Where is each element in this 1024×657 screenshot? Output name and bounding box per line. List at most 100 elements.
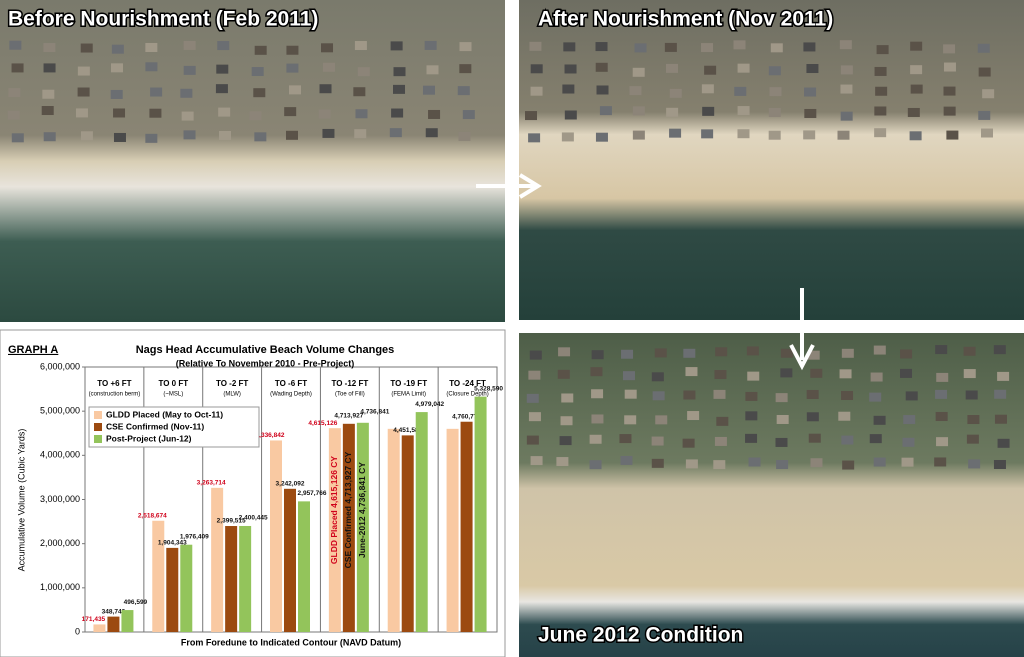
house	[934, 457, 947, 467]
house	[803, 42, 816, 52]
house	[935, 411, 948, 421]
house	[526, 435, 539, 445]
photo-june	[519, 333, 1024, 657]
house	[745, 391, 758, 401]
house	[666, 63, 679, 73]
house	[7, 110, 20, 120]
house	[529, 41, 542, 51]
house	[982, 89, 995, 99]
house	[634, 43, 647, 53]
house	[564, 64, 577, 74]
category-label: TO +6 FT	[97, 379, 131, 388]
house	[810, 458, 823, 468]
house	[936, 437, 949, 447]
house	[43, 43, 56, 53]
y-axis-label: Accumulative Volume (Cubic Yards)	[16, 429, 26, 572]
house	[806, 412, 819, 422]
house	[840, 111, 853, 121]
house	[77, 87, 90, 97]
house	[839, 369, 852, 379]
house	[422, 85, 435, 95]
house	[557, 369, 570, 379]
house	[424, 40, 437, 50]
house	[459, 64, 472, 74]
category-label: TO -19 FT	[390, 379, 427, 388]
house	[903, 415, 916, 425]
value-label: 1,976,409	[180, 533, 209, 540]
house	[714, 370, 727, 380]
house	[43, 63, 56, 73]
arrow	[476, 173, 542, 199]
house	[528, 412, 541, 422]
value-label: 4,760,775	[452, 413, 481, 420]
house	[704, 65, 717, 75]
house	[390, 41, 403, 51]
house	[910, 84, 923, 94]
house	[253, 88, 266, 98]
house	[651, 372, 664, 382]
house	[874, 128, 887, 138]
caption: June 2012 Condition	[538, 624, 743, 647]
x-axis-label: From Foredune to Indicated Contour (NAVD…	[181, 637, 401, 647]
value-label: 4,713,927	[334, 413, 363, 420]
y-tick-label: 5,000,000	[40, 406, 80, 416]
bar	[415, 412, 428, 632]
house	[745, 433, 758, 443]
house	[651, 458, 664, 468]
house	[748, 457, 761, 467]
legend-box	[88, 406, 260, 448]
house	[967, 415, 980, 425]
house	[701, 84, 714, 94]
house	[145, 133, 158, 143]
house	[905, 391, 918, 401]
house	[780, 368, 793, 378]
house	[596, 85, 609, 95]
chart-title: Nags Head Accumulative Beach Volume Chan…	[136, 344, 395, 356]
houses	[7, 40, 1010, 470]
house	[599, 106, 612, 116]
bar	[239, 525, 252, 632]
house	[685, 459, 698, 469]
value-label: 4,979,042	[415, 401, 444, 408]
house	[322, 62, 335, 72]
house	[702, 106, 715, 116]
house	[75, 108, 88, 118]
photo-after	[519, 0, 1024, 320]
house	[556, 457, 569, 467]
house	[183, 40, 196, 50]
house	[768, 130, 781, 140]
house	[936, 372, 949, 382]
house	[110, 89, 123, 99]
house	[43, 132, 56, 142]
house	[682, 438, 695, 448]
house	[737, 106, 750, 116]
house	[149, 108, 162, 118]
house	[254, 45, 267, 55]
bar	[93, 624, 106, 632]
house	[110, 63, 123, 73]
house	[978, 110, 991, 120]
category-label: TO -6 FT	[275, 379, 307, 388]
house	[775, 393, 788, 403]
house	[669, 88, 682, 98]
bar	[446, 428, 459, 632]
house	[111, 44, 124, 54]
house	[530, 86, 543, 96]
arrow	[789, 288, 815, 371]
bar	[166, 547, 179, 632]
house	[965, 390, 978, 400]
house	[286, 63, 299, 73]
house	[768, 107, 781, 117]
house	[249, 111, 262, 121]
house	[841, 390, 854, 400]
house	[621, 349, 634, 359]
value-label: 2,518,674	[138, 512, 167, 519]
house	[632, 106, 645, 116]
house	[841, 348, 854, 358]
value-label: 3,242,092	[276, 481, 305, 488]
photo-before	[0, 0, 505, 322]
house	[180, 88, 193, 98]
bar	[180, 544, 193, 632]
category-note: (MLW)	[223, 392, 241, 398]
value-label: 1,904,343	[158, 540, 187, 547]
